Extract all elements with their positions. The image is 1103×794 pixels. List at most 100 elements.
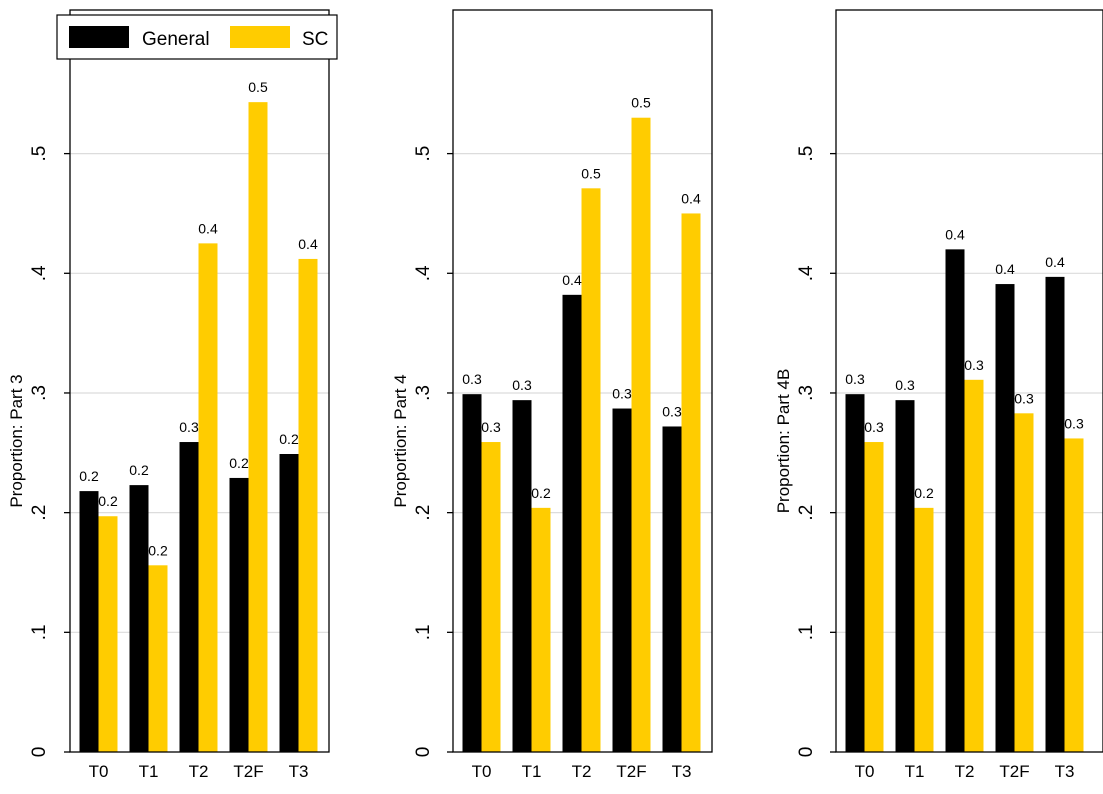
chart-panel: 0.30.3T00.30.2T10.40.5T20.30.5T2F0.30.4T…	[391, 9, 713, 781]
y-tick-label: .1	[413, 624, 434, 640]
y-axis-label: Proportion: Part 4	[391, 374, 410, 507]
y-tick-label: .2	[413, 505, 434, 521]
data-label: 0.2	[229, 455, 249, 471]
data-label: 0.3	[179, 419, 199, 435]
data-label: 0.3	[662, 403, 682, 419]
bar-sc	[531, 507, 551, 752]
bar-sc	[964, 379, 984, 752]
bar-general	[1045, 276, 1065, 752]
data-label: 0.3	[964, 357, 984, 373]
bar-sc	[298, 258, 318, 752]
x-tick-label: T2	[955, 762, 975, 781]
bar-general	[995, 284, 1015, 752]
data-label: 0.4	[1045, 254, 1065, 270]
bar-general	[462, 394, 482, 752]
data-label: 0.4	[298, 236, 318, 252]
bar-general	[229, 477, 249, 752]
data-label: 0.2	[129, 462, 149, 478]
bar-sc	[98, 516, 118, 752]
data-label: 0.4	[681, 190, 701, 206]
y-tick-label: 0	[796, 747, 817, 758]
bar-sc	[681, 213, 701, 753]
bar-sc	[631, 117, 651, 753]
bar-general	[845, 394, 865, 752]
bar-general	[279, 454, 299, 752]
data-label: 0.2	[531, 485, 551, 501]
bar-sc	[1064, 438, 1084, 752]
legend-swatch-general	[69, 26, 129, 48]
data-label: 0.3	[1014, 390, 1034, 406]
bar-general	[662, 426, 682, 752]
y-tick-label: .5	[29, 146, 50, 162]
data-label: 0.2	[914, 485, 934, 501]
data-label: 0.2	[98, 493, 118, 509]
legend-label-general: General	[142, 29, 210, 50]
data-label: 0.2	[279, 431, 299, 447]
x-tick-label: T0	[855, 762, 875, 781]
y-axis-label: Proportion: Part 4B	[774, 369, 793, 514]
x-tick-label: T3	[1055, 762, 1075, 781]
data-label: 0.4	[562, 272, 582, 288]
x-tick-label: T3	[289, 762, 309, 781]
chart-panel: 0.20.2T00.20.2T10.30.4T20.20.5T2F0.20.4T…	[7, 9, 330, 781]
data-label: 0.4	[995, 261, 1015, 277]
y-axis-label: Proportion: Part 3	[7, 374, 26, 507]
data-label: 0.4	[945, 226, 965, 242]
data-label: 0.3	[895, 377, 915, 393]
data-label: 0.2	[148, 542, 168, 558]
legend: General SC	[56, 14, 338, 60]
y-tick-label: .2	[796, 505, 817, 521]
y-tick-label: .5	[413, 146, 434, 162]
data-label: 0.5	[248, 79, 268, 95]
data-label: 0.5	[581, 165, 601, 181]
bar-general	[129, 485, 149, 752]
data-label: 0.3	[462, 371, 482, 387]
y-tick-label: 0	[413, 747, 434, 758]
bar-general	[945, 249, 965, 752]
x-tick-label: T3	[672, 762, 692, 781]
y-tick-label: .3	[413, 385, 434, 401]
plot-frame	[69, 9, 330, 753]
y-tick-label: .4	[413, 265, 434, 281]
data-label: 0.3	[512, 377, 532, 393]
y-tick-label: .5	[796, 146, 817, 162]
x-tick-label: T1	[139, 762, 159, 781]
bar-general	[79, 491, 99, 752]
y-tick-label: .4	[796, 265, 817, 281]
x-tick-label: T2F	[233, 762, 263, 781]
x-tick-label: T2	[572, 762, 592, 781]
bar-general	[179, 442, 199, 752]
x-tick-label: T2	[189, 762, 209, 781]
data-label: 0.4	[198, 220, 218, 236]
data-label: 0.3	[864, 419, 884, 435]
data-label: 0.5	[631, 95, 651, 111]
x-tick-label: T2F	[999, 762, 1029, 781]
bar-sc	[248, 102, 268, 752]
y-tick-label: .4	[29, 265, 50, 281]
bar-general	[612, 408, 632, 752]
plot-frame	[452, 9, 713, 753]
bar-general	[562, 294, 582, 752]
y-tick-label: .1	[796, 624, 817, 640]
y-tick-label: .3	[29, 385, 50, 401]
x-tick-label: T2F	[616, 762, 646, 781]
bar-general	[895, 400, 915, 752]
y-tick-label: .1	[29, 624, 50, 640]
bar-sc	[148, 565, 168, 752]
bar-sc	[864, 442, 884, 752]
data-label: 0.3	[1064, 415, 1084, 431]
data-label: 0.3	[845, 371, 865, 387]
bar-general	[512, 400, 532, 752]
bar-sc	[198, 243, 218, 752]
x-tick-label: T1	[905, 762, 925, 781]
y-tick-label: .3	[796, 385, 817, 401]
data-label: 0.2	[79, 468, 99, 484]
legend-swatch-sc	[230, 26, 290, 48]
x-tick-label: T0	[472, 762, 492, 781]
chart-panel: 0.30.3T00.30.2T10.40.3T20.40.3T2F0.40.3T…	[774, 9, 1103, 781]
x-tick-label: T0	[89, 762, 109, 781]
y-tick-label: 0	[29, 747, 50, 758]
plot-frame	[835, 9, 1103, 753]
